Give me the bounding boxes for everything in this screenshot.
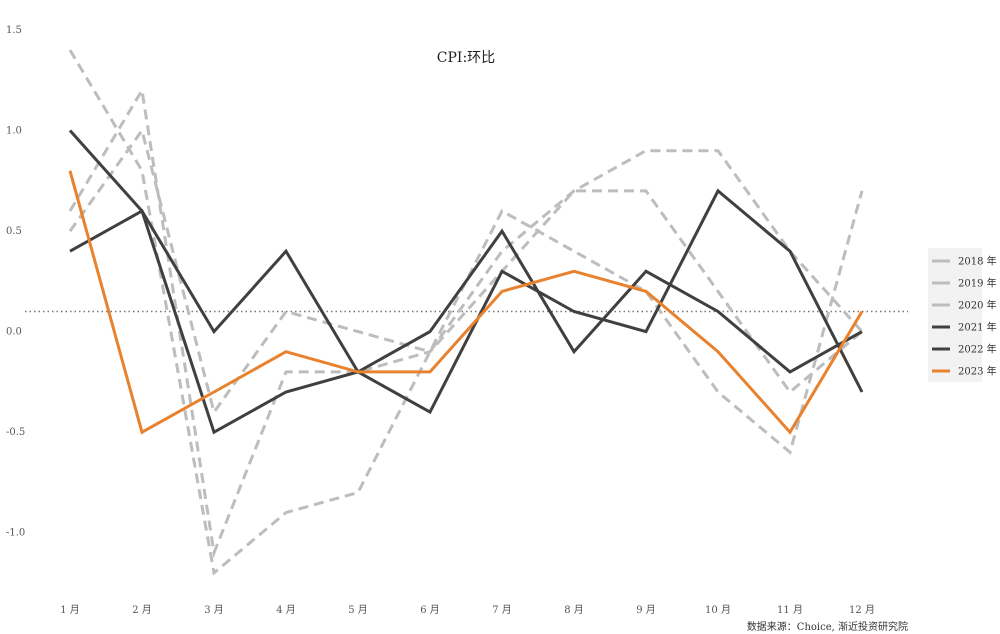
y-axis-ticks: 1.5 1.0 0.5 0.0 -0.5 -1.0 <box>6 25 25 539</box>
x-tick-label: 6 月 <box>420 604 440 616</box>
x-tick-label: 1 月 <box>60 604 80 616</box>
legend-label: 2021 年 <box>958 321 997 334</box>
legend: 2018 年 2019 年 2020 年 2021 年 2022 年 2023 年 <box>928 248 997 382</box>
chart-title: CPI:环比 <box>437 50 495 66</box>
x-tick-label: 12 月 <box>849 604 875 616</box>
series-line-2021年 <box>68 129 864 435</box>
series-line-2020年 <box>68 49 864 576</box>
y-tick-label: -1.0 <box>6 528 25 539</box>
legend-label: 2018 年 <box>958 255 997 268</box>
x-tick-label: 3 月 <box>204 604 224 616</box>
x-tick-label: 10 月 <box>705 604 731 616</box>
x-tick-label: 9 月 <box>636 604 656 616</box>
y-tick-label: 0.5 <box>6 226 22 237</box>
source-note: 数据来源：Choice, 渐近投资研究院 <box>747 620 908 633</box>
legend-label: 2023 年 <box>958 365 997 378</box>
legend-label: 2022 年 <box>958 343 997 356</box>
series-line-2018年 <box>68 85 863 559</box>
x-tick-label: 8 月 <box>564 604 584 616</box>
x-axis-ticks: 1 月 2 月 3 月 4 月 5 月 6 月 7 月 8 月 9 月 10 月 11 月 12 月 <box>60 604 875 616</box>
series-lines <box>68 49 864 576</box>
x-tick-label: 5 月 <box>348 604 368 616</box>
legend-label: 2019 年 <box>958 277 997 290</box>
series-line-2023年 <box>68 170 864 435</box>
legend-label: 2020 年 <box>958 299 997 312</box>
x-tick-label: 11 月 <box>777 604 803 616</box>
x-tick-label: 4 月 <box>276 604 296 616</box>
y-tick-label: 0.0 <box>6 327 22 338</box>
y-tick-label: -0.5 <box>6 427 25 438</box>
legend-background <box>928 248 982 382</box>
x-tick-label: 7 月 <box>492 604 512 616</box>
series-line-2019年 <box>68 127 864 416</box>
y-tick-label: 1.5 <box>6 25 22 36</box>
series-line-2022年 <box>69 208 863 374</box>
x-tick-label: 2 月 <box>132 604 152 616</box>
y-tick-label: 1.0 <box>6 126 22 137</box>
